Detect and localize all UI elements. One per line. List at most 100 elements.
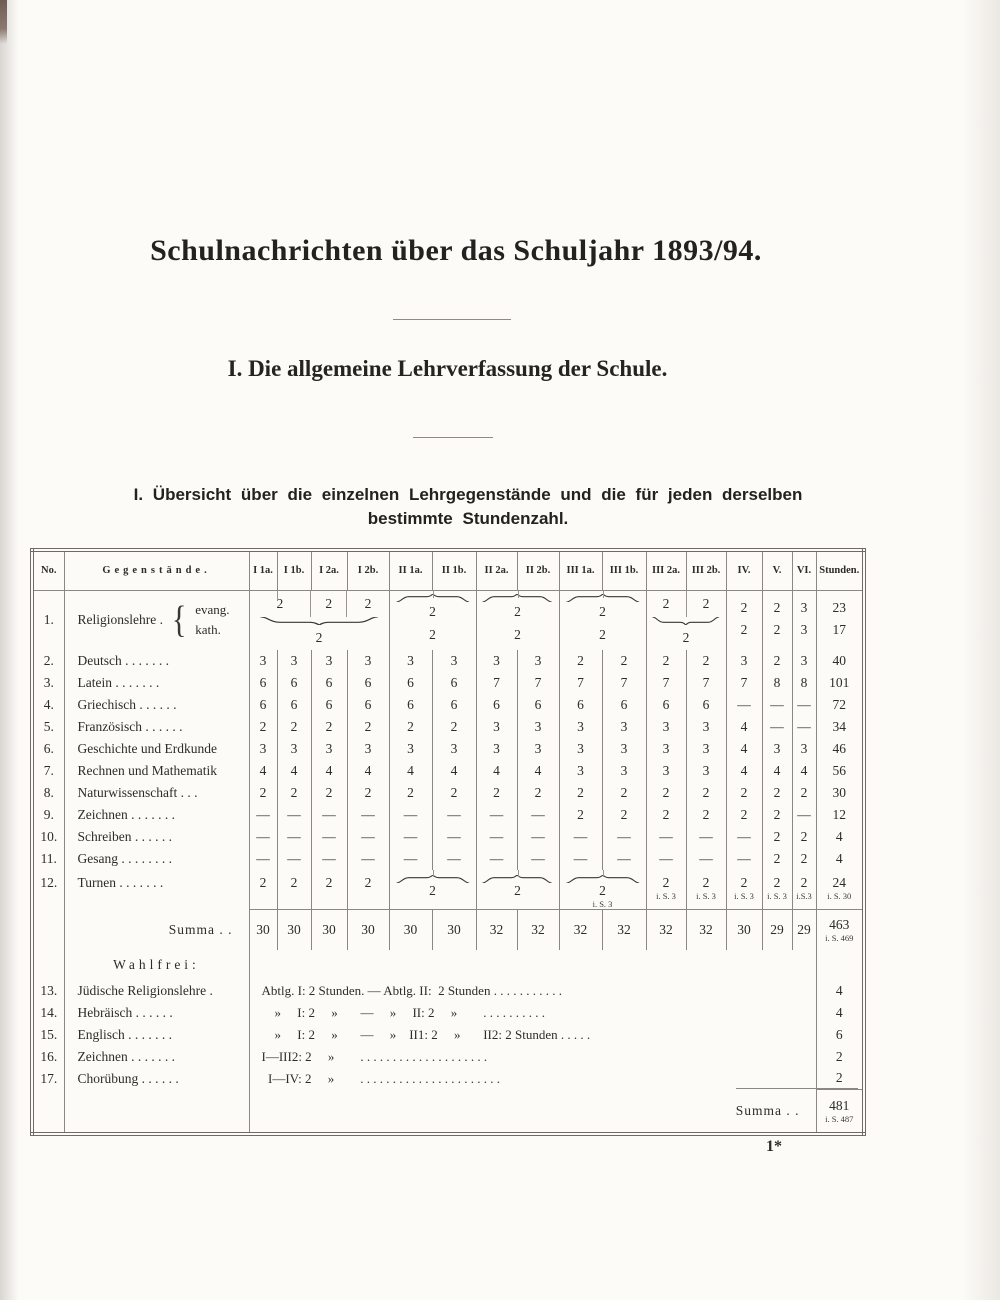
value-cell: 3 [645,760,686,782]
value-cell: 3 [558,738,602,760]
value: 2 [662,875,670,890]
value-kath: 2 [773,621,781,637]
row-number: 4. [31,694,64,716]
row-number: 12. [31,870,64,910]
value-evang: 2 [276,595,284,611]
value-cell: — [310,826,347,848]
value-evang: 2 [514,603,521,619]
table-row-turnen: 12. Turnen . . . . . . . 2 2 2 2 2 2 [31,870,864,910]
value-cell: 4 [276,760,311,782]
value-cell: 3 [685,738,726,760]
wahlfrei-content-cell: Abtlg. I: 2 Stunden. — Abtlg. II: 2 Stun… [248,979,816,1002]
value-cell: 2 [276,870,311,910]
value-cell: — [248,826,277,848]
row-number: 8. [31,782,64,804]
value-cell: 4 [725,760,762,782]
value-cell: 2 i.S.3 [791,870,816,910]
value-cell: 2 [645,804,686,826]
value-group-III2: 2 2 2 [645,590,726,650]
value-cell: — [601,848,646,870]
header-cell-class: I 1b. [276,550,311,591]
value-pair-cell: 2 [475,870,559,910]
table-row-wahlfrei: 14. Hebräisch . . . . . . » I: 2 » — » I… [31,1001,864,1024]
value-cell: 6 [431,694,476,716]
underbrace-icon [260,616,378,625]
caption-line-1: I. Übersicht über die einzelnen Lehrgege… [133,485,803,504]
stunden-cell: 6 [815,1023,864,1046]
value-cell: 3 [791,650,816,672]
value-evang: 2 [346,590,388,617]
page-signature-mark: 1* [766,1138,782,1155]
header-cell-class: II 2a. [475,550,517,591]
value-cell: 2 [601,650,646,672]
value-cell: 2 [310,870,347,910]
value: 2 [800,875,808,890]
value-cell: 4 [431,760,476,782]
in-summa-note: i. S. 3 [734,891,754,901]
value-kath: 2 [682,629,690,645]
header-cell-stunden: Stunden. [815,550,864,591]
table-row-wahlfrei: 16. Zeichnen . . . . . . . I—III2: 2 » .… [31,1045,864,1068]
value-cell: 4 [475,760,517,782]
value-cell: 6 [276,672,311,694]
underbrace-icon [652,616,720,625]
value-cell: 3 [645,738,686,760]
value-cell-V: 2 2 [761,590,792,650]
divider-rule [413,437,493,438]
stunden-cell: 101 [815,672,864,694]
section-heading: I. Die allgemeine Lehrverfassung der Sch… [227,356,668,381]
subject-cell: Naturwissenschaft . . . [63,782,249,804]
value-cell: 3 [475,650,517,672]
subject-cell: Französisch . . . . . . [63,716,249,738]
value-cell: 8 [761,672,792,694]
subject-cell: Deutsch . . . . . . . [63,650,249,672]
value-cell: 3 [388,738,432,760]
value-cell: 2 [516,782,559,804]
wahlfrei-heading: Wahlfrei: [63,949,249,980]
value-cell: — [791,716,816,738]
partial-rule-above-final-summa [736,1087,858,1089]
value-cell: 2 [645,650,686,672]
value-cell: — [276,826,311,848]
header-cell-class: II 1b. [431,550,476,591]
in-summa-note: i. S. 3 [656,891,676,901]
header-cell-gegenstaende: Gegenstände. [63,550,249,591]
value-cell: 7 [516,672,559,694]
value-cell: 2 [558,650,602,672]
table-row: 9. Zeichnen . . . . . . . — — — — — — — … [31,804,864,826]
value-evang: 3 [800,599,808,615]
value-cell: 6 [388,694,432,716]
value: 2 [514,883,521,898]
in-summa-note: i. S. 469 [825,932,854,943]
subject-cell: Latein . . . . . . . [63,672,249,694]
stunden-cell: 46 [815,738,864,760]
value: 463 [829,916,850,932]
row-number: 11. [31,848,64,870]
value-group-III1: 2 2 [558,590,646,650]
value-cell: — [475,826,517,848]
value: 2 [773,875,781,890]
value-cell-VI: 3 3 [791,590,816,650]
value-cell: — [558,848,602,870]
row-number: 5. [31,716,64,738]
value-cell: 7 [645,672,686,694]
value-cell: 2 [685,650,726,672]
table-row-summa: Summa . . 30 30 30 30 30 30 32 32 32 32 … [31,909,864,950]
summa-value: 30 [346,909,389,950]
stunden-cell: 34 [815,716,864,738]
table-row-religionslehre: 1. Religionslehre . { evang. kath. [31,590,864,650]
value-cell: 3 [645,716,686,738]
row-number-empty [31,909,64,950]
table-row: 8. Naturwissenschaft . . . 2 2 2 2 2 2 2… [31,782,864,804]
table-row: 6. Geschichte und Erdkunde 3 3 3 3 3 3 3… [31,738,864,760]
value-cell: 3 [516,716,559,738]
value-cell: 2 [346,782,389,804]
value-cell: — [431,826,476,848]
value-evang: 2 [310,590,346,617]
value-cell: 2 [276,716,311,738]
table-row: 10. Schreiben . . . . . . — — — — — — — … [31,826,864,848]
value-pair-cell: 2 i. S. 3 [558,870,646,910]
value-cell: 3 [475,716,517,738]
value-cell: 2 [601,804,646,826]
value-cell: 3 [431,738,476,760]
